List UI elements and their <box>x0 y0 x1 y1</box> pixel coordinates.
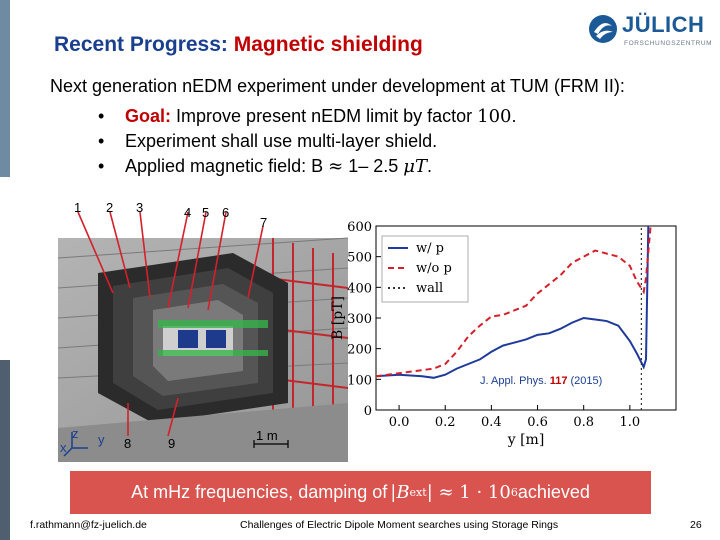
field-profile-chart: 0 100 200 300 400 500 600 0.0 0.2 0.4 0.6 0.8 1.0 y [… <box>330 220 677 448</box>
experiment-photo <box>58 211 348 462</box>
juelich-logo: JÜLICH FORSCHUNGSZENTRUM <box>588 12 713 52</box>
photo-label-3: 3 <box>136 200 144 215</box>
bullet-dot: • <box>98 106 105 126</box>
legend-entry: wall <box>416 281 443 296</box>
goal-label: Goal: <box>125 106 172 126</box>
y-tick-label: 500 <box>347 251 372 266</box>
logo-wordmark: JÜLICH <box>622 12 705 37</box>
lead-text: Next generation nEDM experiment under de… <box>50 76 625 96</box>
photo-label-1: 1 <box>74 200 82 215</box>
y-tick-label: 300 <box>347 312 372 327</box>
axis-y-label: y <box>98 432 105 447</box>
photo-label-9: 9 <box>168 436 176 451</box>
legend-entry: w/o p <box>416 261 452 276</box>
x-tick-label: 0.4 <box>481 415 502 430</box>
axis-z-label: z <box>72 426 79 441</box>
series-line-wp <box>375 225 650 379</box>
legend-entry: w/ p <box>416 241 444 256</box>
photo-label-6: 6 <box>222 205 230 220</box>
x-tick-label: 0.8 <box>573 415 594 430</box>
photo-label-8: 8 <box>124 436 132 451</box>
photo-label-5: 5 <box>202 205 210 220</box>
y-axis-label: B [pT] <box>330 296 346 340</box>
y-tick-label: 100 <box>347 373 372 388</box>
page-number: 26 <box>690 519 702 531</box>
scale-bar-label: 1 m <box>256 428 278 443</box>
y-tick-label: 400 <box>347 281 372 296</box>
left-accent-bar-bottom <box>0 360 10 540</box>
juelich-logo-icon <box>589 15 617 43</box>
footer-talk-title: Challenges of Electric Dipole Moment sea… <box>240 519 559 531</box>
x-axis-label: y [m] <box>507 432 545 448</box>
y-tick-label: 200 <box>347 343 372 358</box>
series-line-wop <box>375 225 652 378</box>
citation: J. Appl. Phys. 117 (2015) <box>480 375 603 387</box>
footer-email: f.rathmann@fz-juelich.de <box>30 519 147 531</box>
photo-label-4: 4 <box>184 205 192 220</box>
logo-subtitle: FORSCHUNGSZENTRUM <box>624 40 713 47</box>
result-banner: At mHz frequencies, damping of |B ext | ≈ … <box>70 471 651 514</box>
left-accent-bar-top <box>0 0 10 177</box>
goal-factor: 100 <box>477 106 512 127</box>
axis-x-label: x <box>60 440 67 455</box>
x-tick-label: 0.0 <box>389 415 410 430</box>
bullet-dot: • <box>98 156 105 176</box>
photo-label-2: 2 <box>106 200 114 215</box>
slide-title: Recent Progress: Magnetic shielding <box>54 33 423 56</box>
x-tick-label: 0.6 <box>527 415 548 430</box>
y-tick-label: 600 <box>347 220 372 235</box>
bullet-dot: • <box>98 131 105 151</box>
x-tick-label: 0.2 <box>435 415 456 430</box>
photo-label-7: 7 <box>260 215 268 230</box>
x-tick-label: 1.0 <box>620 415 641 430</box>
y-tick-label: 0 <box>364 404 372 419</box>
left-accent-bar-gap <box>0 177 10 360</box>
